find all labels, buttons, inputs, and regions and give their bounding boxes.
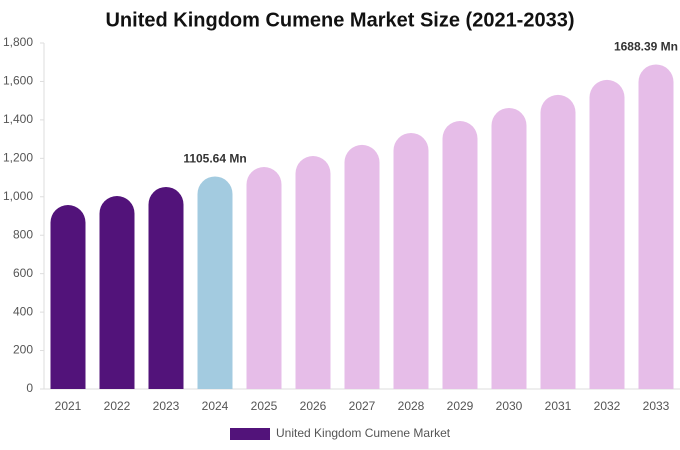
x-tick-label: 2030 (496, 399, 523, 413)
x-tick-label: 2022 (104, 399, 131, 413)
x-tick-label: 2024 (202, 399, 229, 413)
chart-title: United Kingdom Cumene Market Size (2021-… (105, 9, 574, 31)
x-tick-label: 2025 (251, 399, 278, 413)
x-tick-label: 2021 (55, 399, 82, 413)
legend-swatch (230, 428, 270, 440)
bar (540, 94, 576, 390)
x-tick-label: 2029 (447, 399, 474, 413)
bar (344, 144, 380, 389)
y-tick-label: 400 (13, 304, 33, 318)
x-tick-label: 2028 (398, 399, 425, 413)
bar (148, 186, 184, 389)
bar (442, 121, 478, 389)
y-tick-label: 1,400 (3, 112, 33, 126)
x-tick-label: 2032 (594, 399, 621, 413)
y-tick-label: 1,200 (3, 151, 33, 165)
y-tick-label: 200 (13, 343, 33, 357)
bar (491, 107, 527, 390)
bar (589, 79, 625, 389)
bar (393, 132, 429, 389)
x-tick-label: 2026 (300, 399, 327, 413)
x-tick-label: 2027 (349, 399, 376, 413)
x-tick-label: 2033 (643, 399, 670, 413)
x-tick-label: 2023 (153, 399, 180, 413)
y-tick-label: 800 (13, 227, 33, 241)
bar (246, 166, 282, 389)
y-tick-label: 1,000 (3, 189, 33, 203)
x-tick-label: 2031 (545, 399, 572, 413)
y-tick-label: 600 (13, 266, 33, 280)
y-tick-label: 1,800 (3, 35, 33, 49)
y-tick-label: 0 (26, 381, 33, 395)
data-label: 1105.64 Mn (183, 152, 246, 166)
data-label: 1688.39 Mn (614, 40, 678, 54)
bar (99, 196, 135, 389)
bar (638, 64, 674, 389)
bar (197, 176, 233, 389)
bar (50, 205, 86, 389)
y-tick-label: 1,600 (3, 74, 33, 88)
bar (295, 156, 331, 389)
legend-label: United Kingdom Cumene Market (276, 426, 451, 440)
